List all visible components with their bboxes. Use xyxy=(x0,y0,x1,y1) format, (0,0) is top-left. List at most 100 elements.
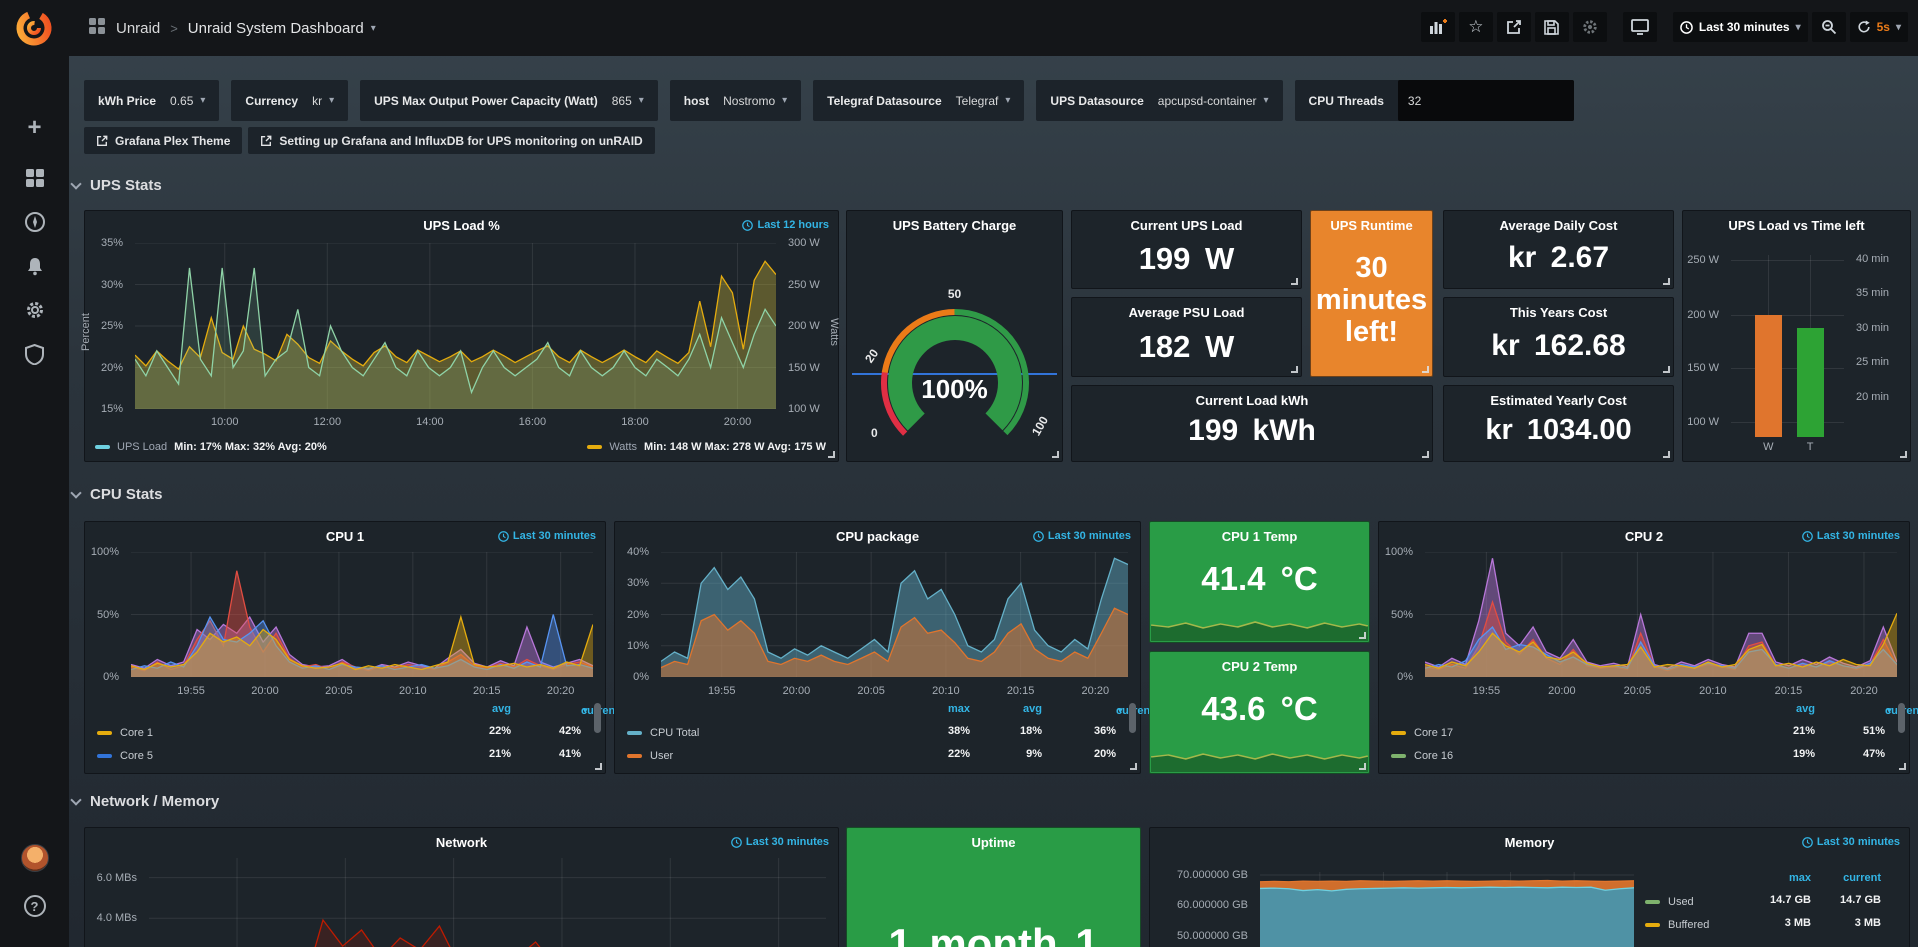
variable-value-dropdown[interactable]: kr ▾ xyxy=(312,93,335,108)
variable-value-dropdown[interactable]: Telegraf ▾ xyxy=(955,93,1011,108)
panel-title[interactable]: Uptime xyxy=(971,835,1016,850)
panel-resize-handle[interactable] xyxy=(1130,763,1137,770)
panel-resize-handle[interactable] xyxy=(1899,763,1906,770)
section-ups-stats[interactable]: UPS Stats xyxy=(70,177,162,194)
dashboards-icon[interactable] xyxy=(0,158,69,198)
breadcrumb-dashboard[interactable]: Unraid System Dashboard ▾ xyxy=(187,19,376,37)
panel-title[interactable]: Average PSU Load xyxy=(1128,305,1245,320)
time-range-picker[interactable]: Last 30 minutes ▾ xyxy=(1672,12,1808,42)
cpu-threads-input[interactable] xyxy=(1397,80,1574,121)
panel-resize-handle[interactable] xyxy=(1052,451,1059,458)
panel-title[interactable]: UPS Load vs Time left xyxy=(1728,218,1865,233)
panel-title[interactable]: Current Load kWh xyxy=(1195,393,1309,408)
panel-title[interactable]: Current UPS Load xyxy=(1130,218,1243,233)
series-name[interactable]: CPU Total xyxy=(650,726,700,739)
explore-compass-icon[interactable] xyxy=(0,202,69,242)
dashboard-settings-button[interactable] xyxy=(1572,12,1607,42)
star-button[interactable]: ☆ xyxy=(1458,12,1493,42)
series-name[interactable]: Buffered xyxy=(1668,918,1710,931)
panel-title[interactable]: CPU 1 Temp xyxy=(1221,529,1298,544)
legend-col-avg[interactable]: avg xyxy=(1796,703,1815,715)
panel-resize-handle[interactable] xyxy=(1422,451,1429,458)
apps-grid-icon[interactable] xyxy=(88,17,106,39)
variable-value-dropdown[interactable]: apcupsd-container ▾ xyxy=(1157,93,1269,108)
stat-value: 30 minutes left! xyxy=(1315,252,1428,348)
legend-col-current[interactable]: current xyxy=(1843,872,1881,884)
zoom-out-button[interactable] xyxy=(1811,12,1846,42)
panel-resize-handle[interactable] xyxy=(1663,451,1670,458)
user-avatar[interactable] xyxy=(0,838,69,878)
legend-scrollbar[interactable] xyxy=(1129,703,1136,733)
stat-value: kr 2.67 xyxy=(1507,241,1610,274)
legend-scrollbar[interactable] xyxy=(1898,703,1905,733)
variable-label: Telegraf Datasource xyxy=(827,93,942,108)
server-admin-shield-icon[interactable] xyxy=(0,334,69,374)
variable-value-dropdown[interactable]: Nostromo ▾ xyxy=(723,93,788,108)
stat-value: 1 month 1 xyxy=(888,920,1099,947)
panel-title[interactable]: CPU package xyxy=(835,529,920,544)
section-network-memory[interactable]: Network / Memory xyxy=(70,793,219,810)
variable-value-dropdown[interactable]: 865 ▾ xyxy=(611,93,644,108)
legend-header: max current xyxy=(1645,870,1895,890)
series-name[interactable]: Core 17 xyxy=(1414,726,1454,739)
panel-resize-handle[interactable] xyxy=(1359,632,1366,639)
panel-title[interactable]: CPU 2 xyxy=(1624,529,1664,544)
panel-resize-handle[interactable] xyxy=(828,451,835,458)
panel-title[interactable]: Estimated Yearly Cost xyxy=(1490,393,1627,408)
gauge-value: 100% xyxy=(921,374,988,404)
create-plus-icon[interactable]: + xyxy=(27,114,42,141)
configuration-gear-icon[interactable] xyxy=(0,290,69,330)
external-link-icon xyxy=(261,135,272,146)
series-name[interactable]: Used xyxy=(1668,895,1694,908)
series-name[interactable]: Watts xyxy=(609,441,638,453)
panel-title[interactable]: UPS Runtime xyxy=(1330,218,1413,233)
panel-title[interactable]: UPS Load % xyxy=(423,218,500,233)
panel-time-range: Last 30 minutes xyxy=(1802,530,1900,542)
series-name[interactable]: Core 1 xyxy=(120,726,154,739)
refresh-button[interactable]: 5s ▾ xyxy=(1849,12,1908,42)
help-icon[interactable]: ? xyxy=(0,886,69,926)
panel-title[interactable]: This Years Cost xyxy=(1509,305,1608,320)
save-button[interactable] xyxy=(1534,12,1569,42)
legend-col-avg[interactable]: avg xyxy=(1023,703,1042,715)
panel-title[interactable]: UPS Battery Charge xyxy=(892,218,1017,233)
bar-watts[interactable] xyxy=(1754,315,1782,437)
breadcrumb-app[interactable]: Unraid xyxy=(116,19,161,37)
legend-col-avg[interactable]: avg xyxy=(492,703,511,715)
panel-title[interactable]: CPU 1 xyxy=(325,529,365,544)
stat-value: 182 W xyxy=(1138,329,1235,364)
kiosk-mode-button[interactable] xyxy=(1622,12,1657,42)
panel-resize-handle[interactable] xyxy=(1663,366,1670,373)
panel-resize-handle[interactable] xyxy=(595,763,602,770)
panel-resize-handle[interactable] xyxy=(1291,278,1298,285)
bar-time-left[interactable] xyxy=(1796,327,1824,437)
series-swatch xyxy=(1391,730,1406,735)
section-cpu-stats[interactable]: CPU Stats xyxy=(70,486,163,503)
series-name[interactable]: UPS Load xyxy=(117,441,168,453)
panel-resize-handle[interactable] xyxy=(1663,278,1670,285)
share-button[interactable] xyxy=(1496,12,1531,42)
series-name[interactable]: Core 5 xyxy=(120,749,154,762)
link-grafana-plex-theme[interactable]: Grafana Plex Theme xyxy=(84,127,243,154)
panel-resize-handle[interactable] xyxy=(1291,366,1298,373)
legend-col-max[interactable]: max xyxy=(1788,872,1811,884)
variable-label: kWh Price xyxy=(98,93,157,108)
panel-resize-handle[interactable] xyxy=(1359,763,1366,770)
ups-load-chart xyxy=(135,243,776,409)
series-name[interactable]: User xyxy=(650,749,674,762)
link-ups-monitoring-guide[interactable]: Setting up Grafana and InfluxDB for UPS … xyxy=(248,127,655,154)
legend-scrollbar[interactable] xyxy=(594,703,601,733)
variable-value-dropdown[interactable]: 0.65 ▾ xyxy=(170,93,206,108)
panel-title[interactable]: Network xyxy=(435,835,488,850)
series-name[interactable]: Core 16 xyxy=(1414,749,1454,762)
alerting-bell-icon[interactable] xyxy=(0,246,69,286)
grafana-logo[interactable] xyxy=(14,8,54,48)
panel-resize-handle[interactable] xyxy=(1900,451,1907,458)
add-panel-button[interactable] xyxy=(1420,12,1455,42)
panel-resize-handle[interactable] xyxy=(1422,366,1429,373)
legend-col-max[interactable]: max xyxy=(947,703,970,715)
panel-title[interactable]: CPU 2 Temp xyxy=(1221,659,1298,674)
panel-title[interactable]: Memory xyxy=(1504,835,1555,850)
panel-title[interactable]: Average Daily Cost xyxy=(1499,218,1618,233)
dashboard-links: Grafana Plex Theme Setting up Grafana an… xyxy=(84,127,655,154)
